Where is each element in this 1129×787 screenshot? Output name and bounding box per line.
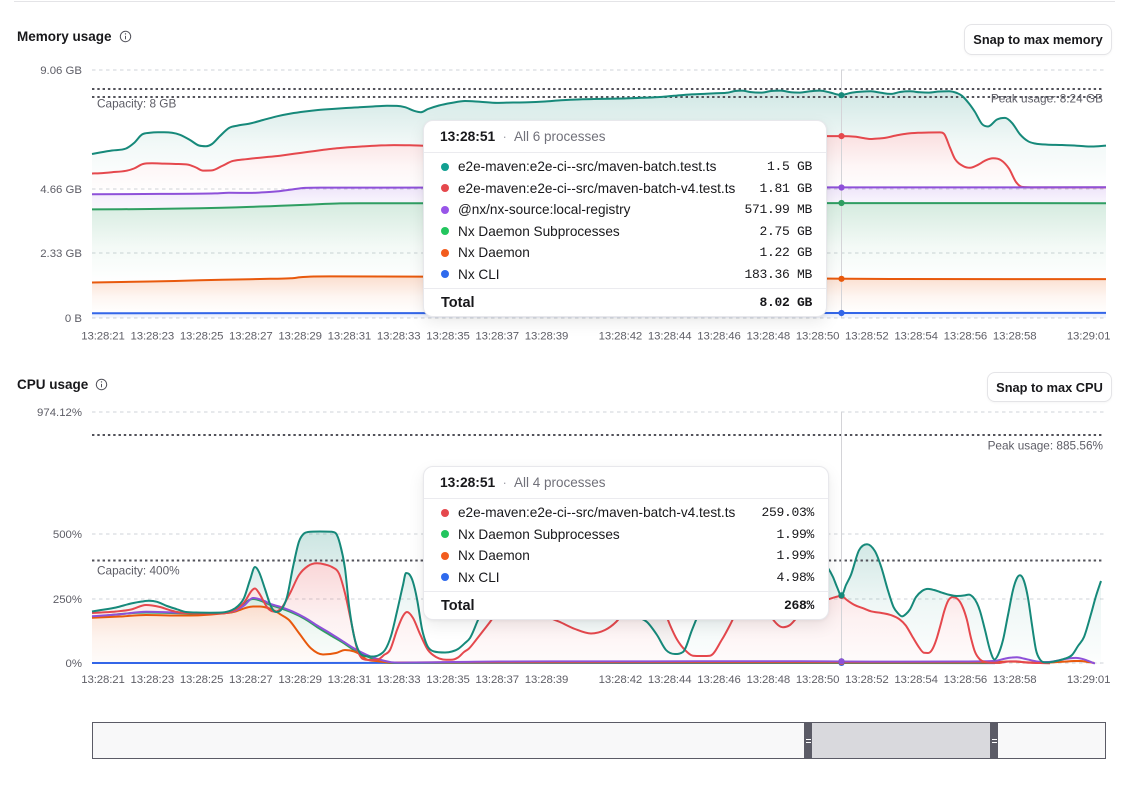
svg-text:13:28:56: 13:28:56 xyxy=(944,331,988,343)
svg-text:13:28:44: 13:28:44 xyxy=(648,331,692,343)
svg-text:13:29:01: 13:29:01 xyxy=(1067,331,1111,343)
svg-text:4.66 GB: 4.66 GB xyxy=(40,184,82,196)
svg-text:13:28:31: 13:28:31 xyxy=(328,331,372,343)
svg-text:13:28:52: 13:28:52 xyxy=(845,674,889,686)
svg-text:13:28:31: 13:28:31 xyxy=(328,674,372,686)
svg-text:13:28:37: 13:28:37 xyxy=(475,331,519,343)
svg-text:13:28:58: 13:28:58 xyxy=(993,331,1037,343)
svg-text:250%: 250% xyxy=(53,594,82,606)
svg-text:13:28:46: 13:28:46 xyxy=(697,331,741,343)
svg-text:13:28:27: 13:28:27 xyxy=(229,331,273,343)
svg-text:13:28:44: 13:28:44 xyxy=(648,674,692,686)
svg-text:Capacity: 8 GB: Capacity: 8 GB xyxy=(97,97,176,111)
svg-text:13:28:35: 13:28:35 xyxy=(426,674,470,686)
svg-text:13:28:56: 13:28:56 xyxy=(944,674,988,686)
svg-text:13:28:50: 13:28:50 xyxy=(796,674,840,686)
svg-text:974.12%: 974.12% xyxy=(37,407,82,419)
svg-text:13:28:25: 13:28:25 xyxy=(180,331,224,343)
svg-text:13:28:33: 13:28:33 xyxy=(377,674,421,686)
svg-text:13:28:42: 13:28:42 xyxy=(599,331,643,343)
svg-text:13:28:21: 13:28:21 xyxy=(81,674,125,686)
svg-text:13:28:37: 13:28:37 xyxy=(475,674,519,686)
svg-text:9.06 GB: 9.06 GB xyxy=(40,65,82,77)
svg-text:13:28:39: 13:28:39 xyxy=(525,674,569,686)
svg-text:13:28:42: 13:28:42 xyxy=(599,674,643,686)
svg-text:13:28:27: 13:28:27 xyxy=(229,674,273,686)
svg-text:13:28:35: 13:28:35 xyxy=(426,331,470,343)
svg-text:0%: 0% xyxy=(66,658,82,670)
svg-text:Peak usage: 8.24 GB: Peak usage: 8.24 GB xyxy=(991,92,1103,106)
svg-text:13:28:46: 13:28:46 xyxy=(697,674,741,686)
svg-text:13:28:29: 13:28:29 xyxy=(278,331,322,343)
svg-text:13:28:39: 13:28:39 xyxy=(525,331,569,343)
svg-text:13:29:01: 13:29:01 xyxy=(1067,674,1111,686)
svg-text:13:28:23: 13:28:23 xyxy=(131,331,175,343)
svg-text:13:28:23: 13:28:23 xyxy=(131,674,175,686)
svg-text:13:28:25: 13:28:25 xyxy=(180,674,224,686)
svg-text:13:28:52: 13:28:52 xyxy=(845,331,889,343)
svg-text:13:28:54: 13:28:54 xyxy=(894,331,938,343)
svg-text:13:28:48: 13:28:48 xyxy=(747,331,791,343)
svg-text:13:28:21: 13:28:21 xyxy=(81,331,125,343)
svg-text:13:28:29: 13:28:29 xyxy=(278,674,322,686)
svg-text:13:28:48: 13:28:48 xyxy=(747,674,791,686)
svg-text:13:28:54: 13:28:54 xyxy=(894,674,938,686)
svg-text:0 B: 0 B xyxy=(65,313,82,325)
svg-text:500%: 500% xyxy=(53,529,82,541)
svg-text:Peak usage: 885.56%: Peak usage: 885.56% xyxy=(988,439,1104,453)
svg-text:13:28:33: 13:28:33 xyxy=(377,331,421,343)
svg-text:Capacity: 400%: Capacity: 400% xyxy=(97,564,180,578)
svg-text:13:28:58: 13:28:58 xyxy=(993,674,1037,686)
svg-text:13:28:50: 13:28:50 xyxy=(796,331,840,343)
svg-text:2.33 GB: 2.33 GB xyxy=(40,248,82,260)
